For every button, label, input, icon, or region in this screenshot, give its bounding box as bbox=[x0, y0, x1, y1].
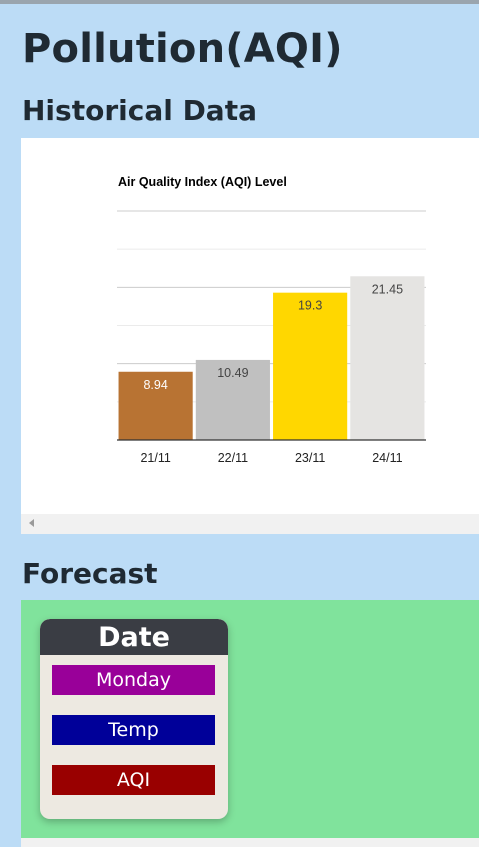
forecast-panel: Date Monday Temp AQI bbox=[21, 600, 479, 840]
chart-x-tick-label: 24/11 bbox=[372, 451, 402, 465]
chart-value-label: 21.45 bbox=[372, 282, 403, 296]
forecast-day-label: Monday bbox=[52, 665, 215, 695]
chart-bars bbox=[118, 276, 425, 440]
page-title: Pollution(AQI) bbox=[22, 26, 343, 72]
aqi-bar-chart: Air Quality Index (AQI) Level 8.94 10.49 1… bbox=[117, 175, 426, 465]
chart-value-label: 19.3 bbox=[298, 299, 322, 313]
chart-value-label: 8.94 bbox=[143, 378, 167, 392]
forecast-aqi-label: AQI bbox=[52, 765, 215, 795]
window-edge bbox=[471, 4, 479, 14]
chart-bar[interactable] bbox=[350, 276, 425, 440]
chart-title: Air Quality Index (AQI) Level bbox=[118, 175, 287, 189]
forecast-card-header: Date bbox=[40, 619, 228, 655]
scroll-left-icon[interactable] bbox=[29, 519, 34, 527]
chart-bar[interactable] bbox=[273, 292, 348, 440]
chart-x-tick-label: 22/11 bbox=[218, 451, 248, 465]
forecast-temp-label: Temp bbox=[52, 715, 215, 745]
chart-bar[interactable] bbox=[118, 371, 193, 440]
forecast-horizontal-scrollbar[interactable] bbox=[21, 838, 479, 847]
chart-bar[interactable] bbox=[195, 359, 270, 440]
chart-value-labels: 8.94 10.49 19.3 21.45 bbox=[143, 282, 403, 391]
chart-x-tick-label: 21/11 bbox=[140, 451, 170, 465]
chart-horizontal-scrollbar[interactable] bbox=[21, 514, 479, 534]
top-border bbox=[0, 0, 479, 4]
historical-data-heading: Historical Data bbox=[22, 94, 257, 127]
chart-x-tick-labels: 21/11 22/11 23/11 24/11 bbox=[140, 451, 402, 465]
forecast-heading: Forecast bbox=[22, 557, 158, 590]
historical-chart-panel: Air Quality Index (AQI) Level 8.94 10.49 1… bbox=[21, 138, 479, 534]
chart-x-tick-label: 23/11 bbox=[295, 451, 325, 465]
chart-value-label: 10.49 bbox=[217, 366, 248, 380]
forecast-card: Date Monday Temp AQI bbox=[40, 619, 228, 819]
